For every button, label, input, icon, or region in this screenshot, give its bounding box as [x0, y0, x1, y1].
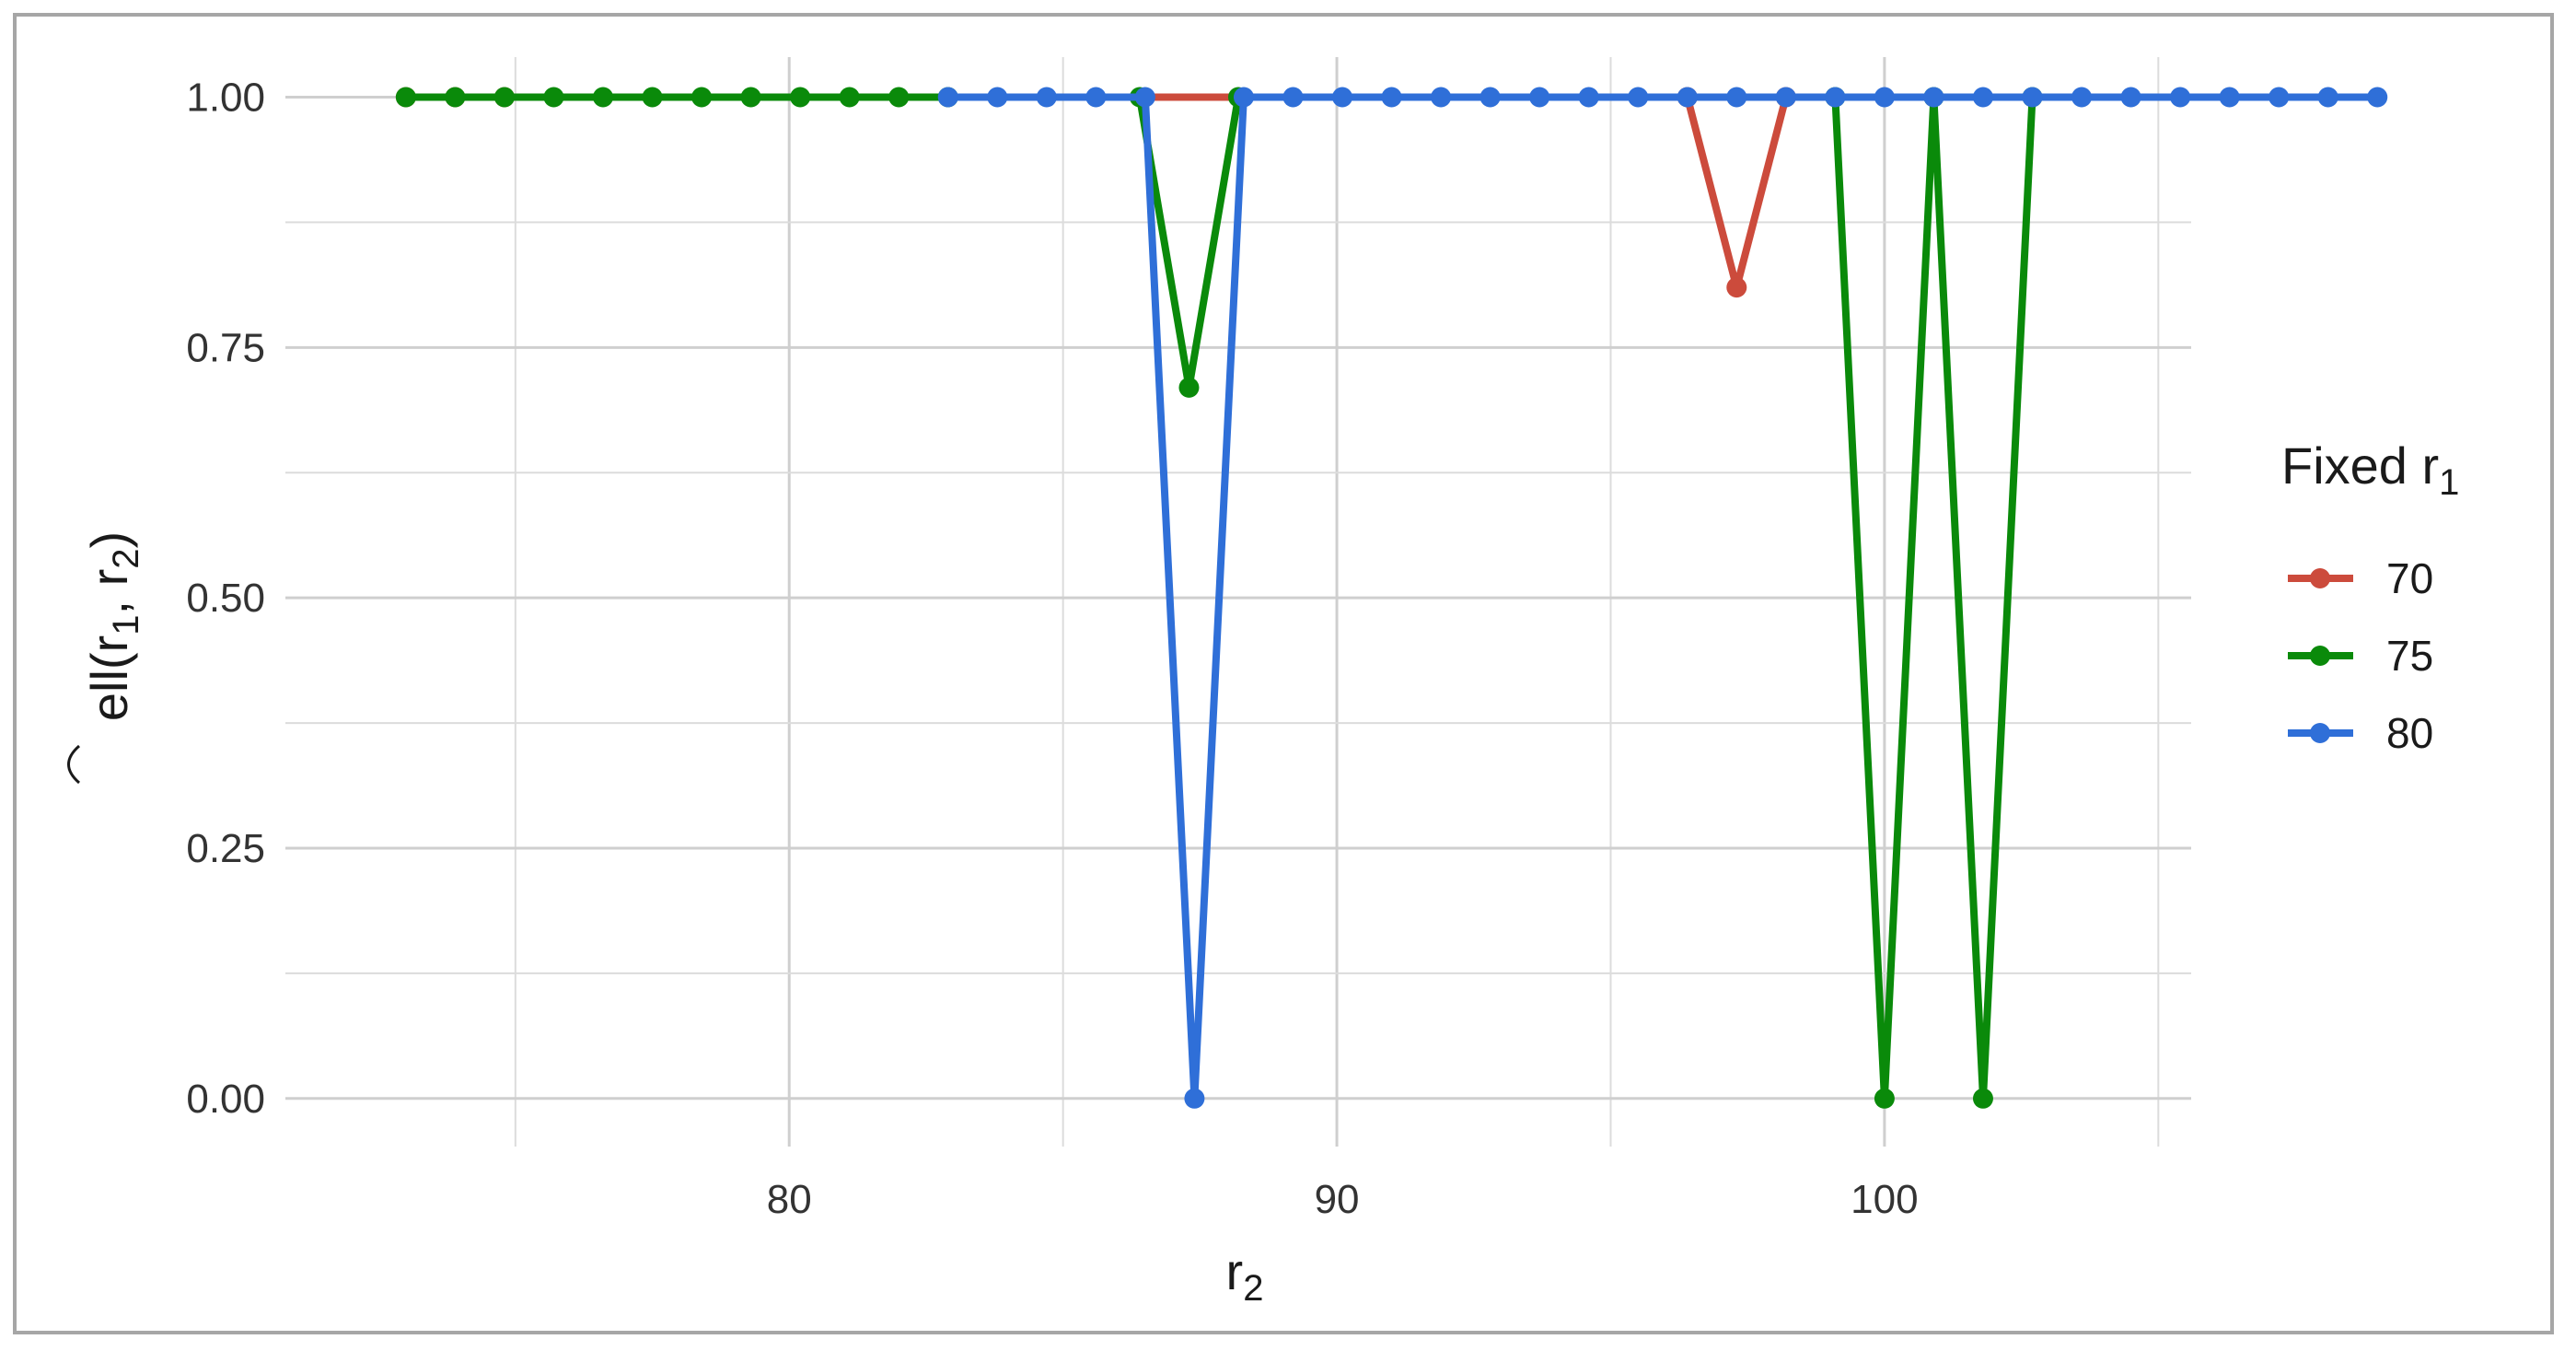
legend-key-point: [2310, 646, 2330, 666]
legend: Fixed r1 70 75 80: [2281, 437, 2459, 757]
data-point: [2367, 87, 2388, 108]
data-point: [2120, 87, 2141, 108]
data-point: [1036, 87, 1057, 108]
data-point: [1178, 377, 1200, 398]
data-point: [1332, 87, 1353, 108]
data-point: [1085, 87, 1107, 108]
data-point: [1184, 1088, 1205, 1109]
y-axis-title-group: ell(r1, r2): [67, 531, 146, 785]
y-tick-label: 1.00: [186, 75, 265, 120]
x-tick-labels: 80 90 100: [767, 1177, 1919, 1222]
data-point: [1726, 277, 1747, 298]
legend-item-75: 75: [2288, 632, 2433, 680]
grid-layer: [285, 57, 2191, 1147]
legend-items: 70 75 80: [2288, 554, 2433, 757]
y-tick-label: 0.00: [186, 1077, 265, 1122]
legend-item-70: 70: [2288, 554, 2433, 602]
x-tick-label: 100: [1851, 1177, 1918, 1222]
data-point: [937, 87, 958, 108]
series-line: [405, 93, 1790, 292]
data-point: [1923, 87, 1944, 108]
chart-frame: [13, 13, 2554, 1334]
data-point: [987, 87, 1008, 108]
data-point: [1578, 87, 1599, 108]
data-point: [691, 87, 713, 108]
y-axis-title: ell(r1, r2): [80, 531, 146, 721]
data-point: [2071, 87, 2093, 108]
data-point: [1775, 87, 1796, 108]
data-point: [2269, 87, 2290, 108]
data-point: [1431, 87, 1452, 108]
data-point: [493, 87, 515, 108]
series-70: [395, 87, 1796, 298]
data-point: [1134, 87, 1155, 108]
data-point: [1233, 87, 1254, 108]
data-point: [1381, 87, 1402, 108]
x-tick-label: 80: [767, 1177, 812, 1222]
data-point: [1479, 87, 1501, 108]
legend-title: Fixed r1: [2281, 437, 2459, 503]
data-point: [1726, 87, 1747, 108]
data-point: [1972, 1088, 1993, 1109]
x-tick-label: 90: [1315, 1177, 1360, 1222]
y-tick-label: 0.75: [186, 325, 265, 370]
data-point: [888, 87, 910, 108]
y-tick-labels: 0.00 0.25 0.50 0.75 1.00: [186, 75, 265, 1121]
data-point: [2317, 87, 2338, 108]
legend-label: 75: [2386, 632, 2433, 680]
data-point: [1972, 87, 1993, 108]
legend-item-80: 80: [2288, 709, 2433, 757]
data-point: [2219, 87, 2240, 108]
data-point: [445, 87, 466, 108]
data-point: [1874, 1088, 1895, 1109]
data-point: [2170, 87, 2191, 108]
series-80: [937, 87, 2388, 1109]
legend-label: 80: [2386, 709, 2433, 757]
series-75: [395, 87, 2043, 1109]
legend-label: 70: [2386, 554, 2433, 602]
data-point: [1874, 87, 1895, 108]
data-point: [1282, 87, 1304, 108]
data-point: [543, 87, 564, 108]
legend-key-point: [2310, 568, 2330, 588]
legend-key-point: [2310, 723, 2330, 743]
data-point: [790, 87, 811, 108]
series-layer: [395, 87, 2388, 1109]
data-point: [1825, 87, 1846, 108]
x-axis-title: r2: [1226, 1242, 1264, 1309]
data-point: [839, 87, 860, 108]
data-point: [642, 87, 663, 108]
data-point: [395, 87, 416, 108]
hat-accent: [67, 744, 81, 785]
data-point: [1628, 87, 1649, 108]
y-tick-label: 0.25: [186, 826, 265, 871]
data-point: [2022, 87, 2043, 108]
data-point: [1529, 87, 1550, 108]
data-point: [593, 87, 613, 108]
y-tick-label: 0.50: [186, 576, 265, 621]
data-point: [740, 87, 761, 108]
data-point: [1677, 87, 1698, 108]
